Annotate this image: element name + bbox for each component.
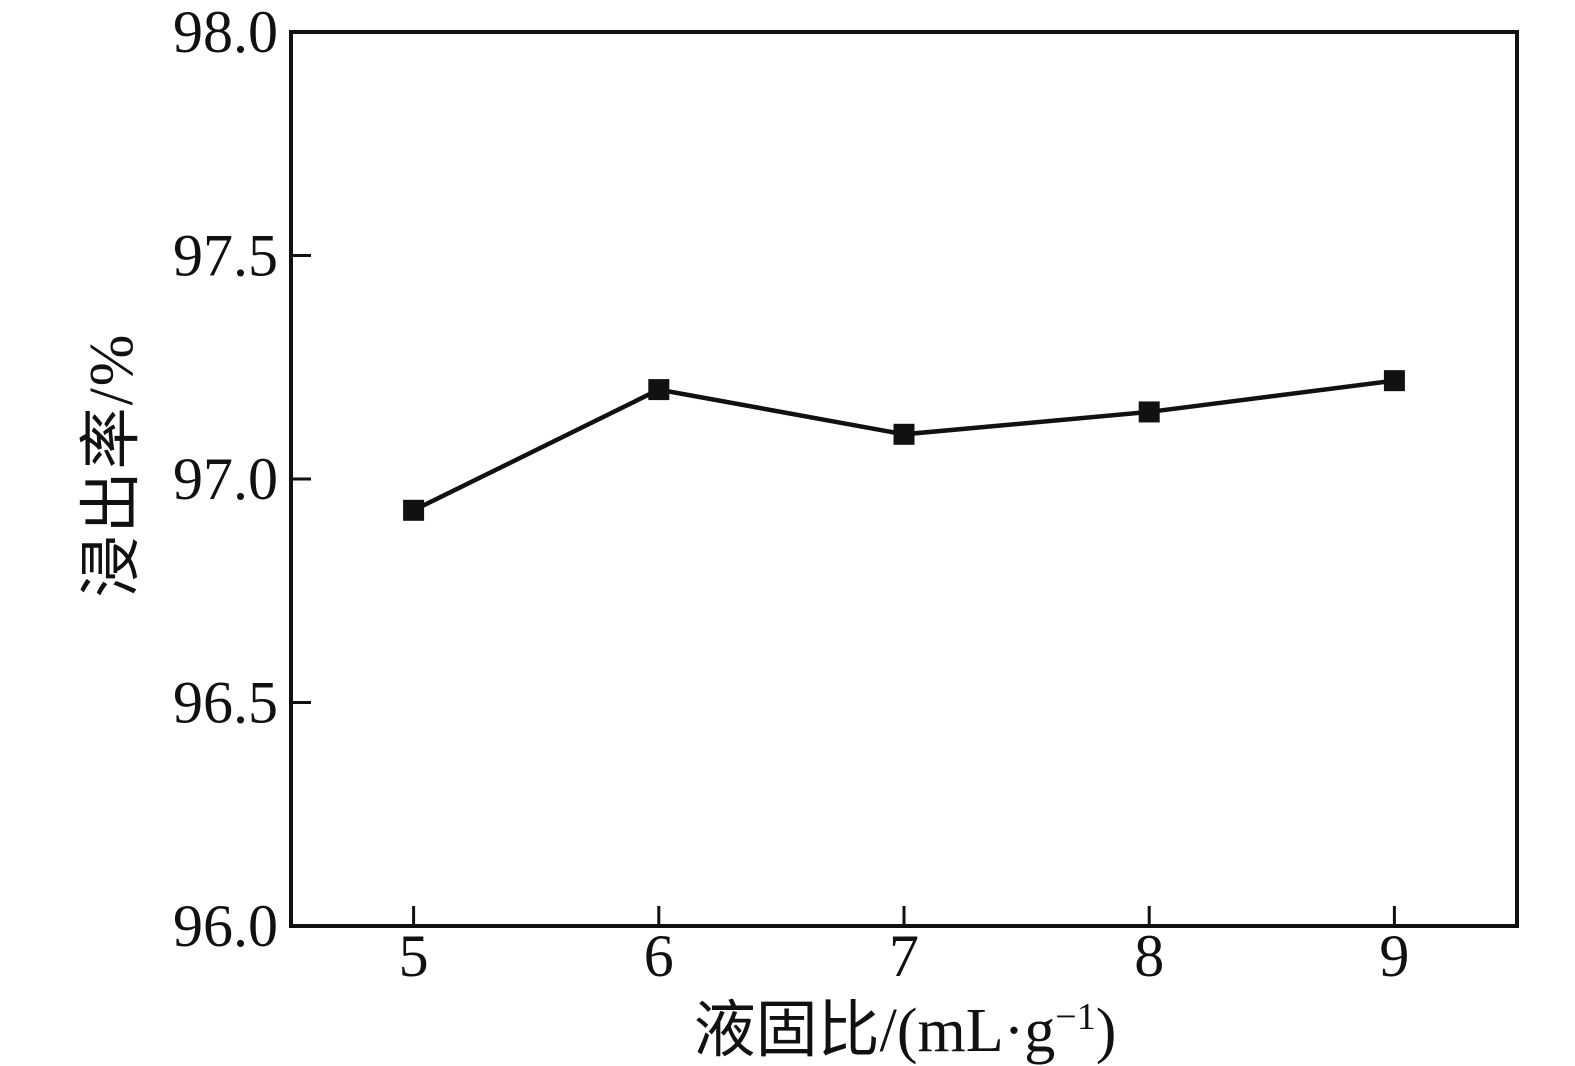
x-axis-title-prefix: 液固比/(mL·g [693,997,1056,1065]
x-axis-title: 液固比/(mL·g−1) [694,979,1117,1066]
plot-border [289,30,1519,928]
y-tick-label: 96.0 [173,893,278,959]
x-axis-title-suffix: ) [1095,997,1117,1065]
data-point-marker [893,423,915,445]
data-point-marker [403,499,425,521]
series-line [412,378,1395,513]
x-tick-label: 9 [1379,923,1409,989]
y-axis-title: 浸出率/% [60,333,150,598]
y-tick-label: 98.0 [173,0,278,65]
y-tick-label: 97.0 [173,446,278,512]
data-point-marker [648,379,670,401]
x-axis-title-superscript: −1 [1055,996,1096,1038]
x-tick-label: 8 [1134,923,1164,989]
data-point-marker [1138,401,1160,423]
y-axis-title-text: 浸出率/% [78,332,146,598]
x-tick-label: 6 [644,923,674,989]
y-tick-label: 96.5 [173,670,278,736]
x-tick-label: 7 [889,923,919,989]
x-tick-label: 5 [399,923,429,989]
y-tick-label: 97.5 [173,223,278,289]
data-point-marker [1383,370,1405,392]
